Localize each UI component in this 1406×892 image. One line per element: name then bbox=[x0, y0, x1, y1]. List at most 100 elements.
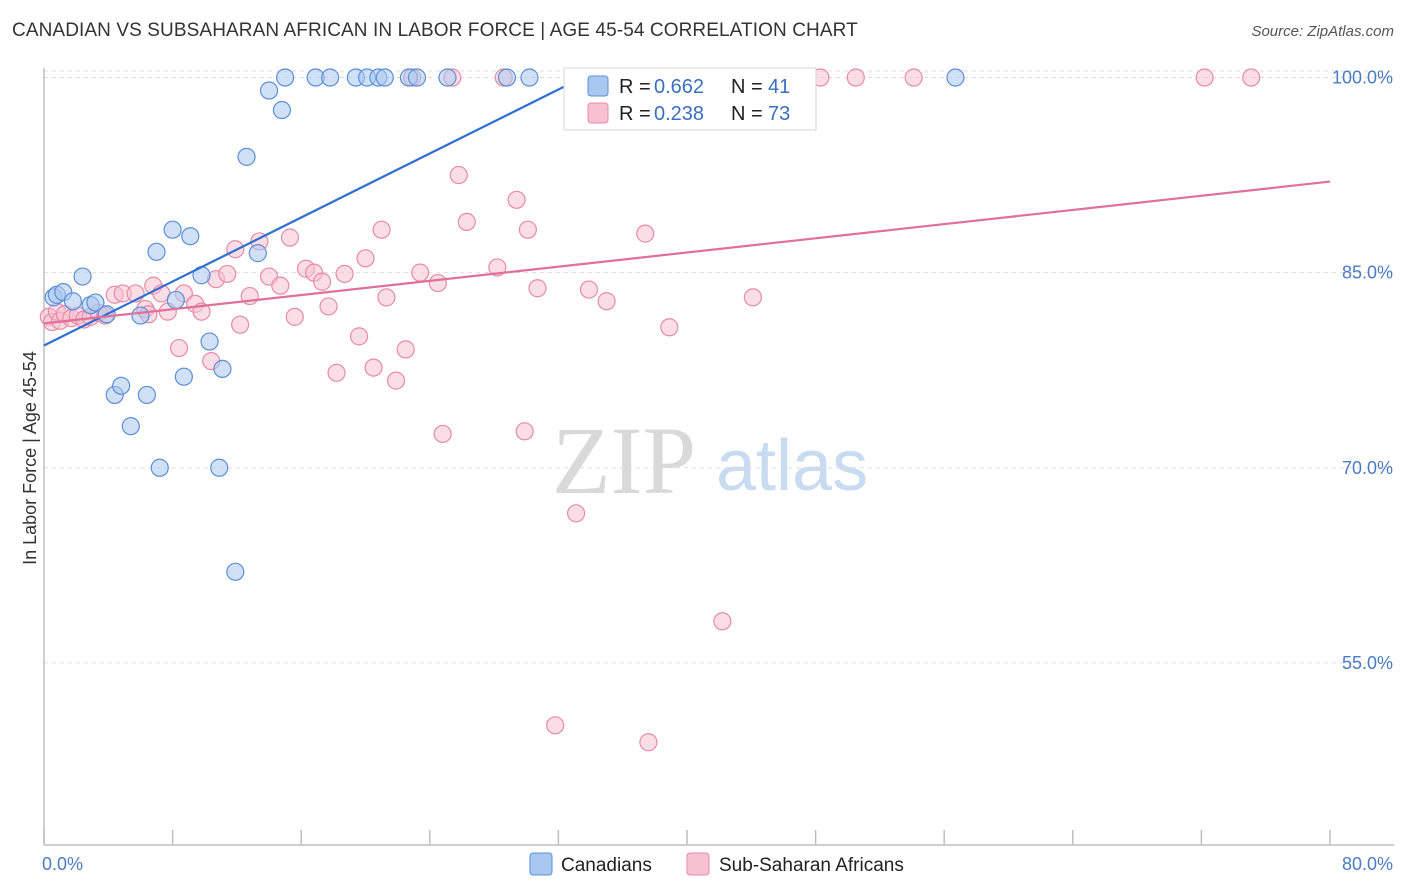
canadians-point bbox=[121, 417, 140, 436]
legend-n-value-canadians: 41 bbox=[768, 76, 790, 98]
subsaharan-point bbox=[396, 340, 415, 359]
bottom-legend-swatch-subsaharan bbox=[686, 852, 710, 876]
watermark-zip: ZIP bbox=[552, 407, 696, 514]
legend-r-label-subsaharan: R = bbox=[619, 103, 651, 125]
subsaharan-point bbox=[904, 68, 923, 87]
x-tick-label-min: 0.0% bbox=[42, 854, 83, 874]
legend-r-value-canadians: 0.662 bbox=[654, 76, 704, 98]
subsaharan-point bbox=[169, 338, 189, 358]
canadians-point bbox=[181, 227, 200, 246]
source-credit: Source: ZipAtlas.com bbox=[1251, 23, 1394, 40]
canadians-point bbox=[210, 458, 229, 477]
legend-r-value-subsaharan: 0.238 bbox=[654, 103, 704, 125]
canadians-point bbox=[272, 100, 292, 120]
canadians-point bbox=[276, 68, 295, 87]
subsaharan-point bbox=[528, 279, 547, 298]
canadians-point bbox=[163, 220, 182, 239]
canadians-point bbox=[200, 332, 219, 351]
subsaharan-point bbox=[579, 280, 599, 299]
subsaharan-point bbox=[356, 249, 375, 268]
canadians-point bbox=[375, 68, 394, 87]
subsaharan-point bbox=[327, 363, 346, 382]
legend-r-label-canadians: R = bbox=[619, 76, 651, 98]
canadians-point bbox=[213, 359, 232, 378]
x-axis-ticks bbox=[43, 830, 1331, 845]
subsaharan-point bbox=[411, 263, 430, 282]
canadians-point bbox=[237, 147, 256, 166]
subsaharan-point bbox=[231, 315, 250, 334]
series-canadians-points bbox=[44, 68, 965, 581]
canadians-point bbox=[63, 292, 83, 311]
bottom-legend: Canadians Sub-Saharan Africans bbox=[529, 852, 904, 876]
subsaharan-point bbox=[285, 307, 304, 326]
subsaharan-point bbox=[566, 504, 586, 523]
subsaharan-point bbox=[433, 424, 452, 444]
canadians-point bbox=[137, 385, 156, 405]
subsaharan-point bbox=[515, 422, 534, 441]
canadians-point bbox=[259, 81, 279, 100]
y-axis-title: In Labor Force | Age 45-54 bbox=[20, 351, 40, 565]
subsaharan-point bbox=[377, 288, 396, 307]
subsaharan-point bbox=[713, 612, 732, 631]
y-tick-label-70: 70.0% bbox=[1342, 458, 1393, 478]
legend-swatch-subsaharan bbox=[587, 102, 609, 124]
canadians-point bbox=[520, 68, 539, 87]
subsaharan-point bbox=[1242, 68, 1261, 87]
trend-line-subsaharan bbox=[43, 180, 1331, 325]
subsaharan-point bbox=[457, 212, 476, 232]
legend-n-label-subsaharan: N = bbox=[731, 103, 763, 125]
subsaharan-point bbox=[319, 297, 338, 316]
subsaharan-point bbox=[660, 318, 679, 337]
subsaharan-point bbox=[639, 733, 658, 752]
canadians-point bbox=[438, 68, 457, 87]
subsaharan-point bbox=[507, 190, 526, 209]
canadians-point bbox=[497, 68, 517, 87]
subsaharan-point bbox=[271, 276, 290, 295]
subsaharan-point bbox=[846, 68, 865, 87]
canadians-point bbox=[226, 562, 245, 581]
canadians-point bbox=[131, 306, 150, 325]
subsaharan-point bbox=[488, 258, 507, 277]
canadians-point bbox=[112, 376, 131, 395]
chart-title: CANADIAN VS SUBSAHARAN AFRICAN IN LABOR … bbox=[12, 20, 858, 41]
subsaharan-point bbox=[280, 228, 300, 247]
subsaharan-point bbox=[386, 371, 406, 390]
y-tick-label-55: 55.0% bbox=[1342, 653, 1393, 673]
subsaharan-point bbox=[372, 220, 391, 239]
trend-line-canadians bbox=[43, 76, 584, 347]
legend-box: R = 0.662 N = 41 R = 0.238 N = 73 bbox=[563, 67, 817, 131]
y-tick-label-100: 100.0% bbox=[1332, 68, 1393, 88]
canadians-point bbox=[147, 242, 166, 261]
x-tick-label-max: 80.0% bbox=[1342, 854, 1393, 874]
canadians-point bbox=[166, 290, 185, 310]
watermark-atlas: atlas bbox=[716, 426, 868, 506]
legend-swatch-canadians bbox=[587, 75, 609, 97]
canadians-point bbox=[407, 68, 427, 87]
legend-n-label-canadians: N = bbox=[731, 76, 763, 98]
subsaharan-point bbox=[546, 716, 565, 735]
subsaharan-point bbox=[597, 292, 616, 311]
subsaharan-point bbox=[312, 272, 332, 291]
subsaharan-point bbox=[449, 165, 468, 185]
subsaharan-point bbox=[1195, 68, 1214, 87]
subsaharan-point bbox=[335, 264, 354, 284]
canadians-point bbox=[150, 458, 169, 477]
canadians-point bbox=[174, 367, 193, 386]
canadians-point bbox=[73, 267, 92, 286]
subsaharan-point bbox=[428, 273, 447, 293]
subsaharan-point bbox=[636, 224, 655, 243]
legend-n-value-subsaharan: 73 bbox=[768, 103, 790, 125]
subsaharan-point bbox=[518, 220, 537, 239]
y-tick-label-85: 85.0% bbox=[1342, 263, 1393, 283]
subsaharan-point bbox=[218, 264, 237, 284]
canadians-point bbox=[321, 68, 340, 87]
subsaharan-point bbox=[743, 288, 763, 307]
canadians-point bbox=[86, 293, 105, 312]
trend-lines bbox=[43, 76, 1331, 347]
subsaharan-point bbox=[364, 358, 383, 377]
subsaharan-point bbox=[349, 327, 369, 346]
bottom-legend-label-canadians: Canadians bbox=[561, 855, 652, 876]
canadians-point bbox=[946, 68, 965, 87]
bottom-legend-label-subsaharan: Sub-Saharan Africans bbox=[719, 855, 904, 876]
